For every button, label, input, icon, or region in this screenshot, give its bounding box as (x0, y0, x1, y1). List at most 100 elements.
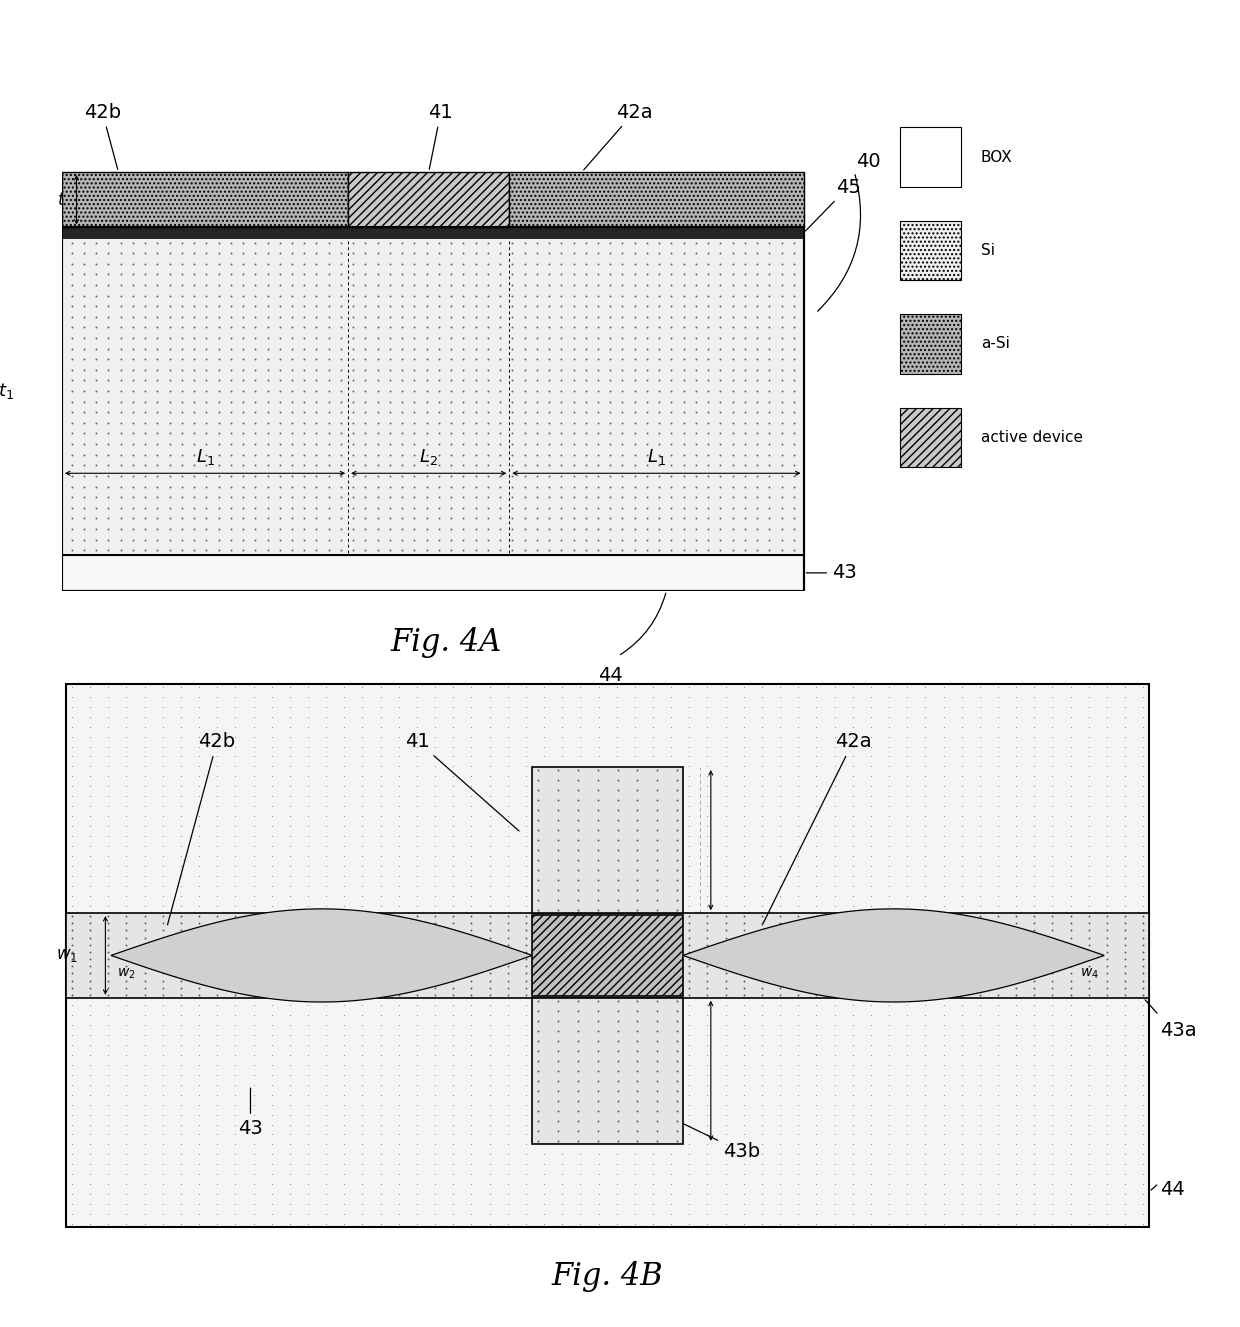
Point (625, 253, 645, 275)
Point (534, 905, 554, 926)
Point (970, 1184, 990, 1205)
Point (771, 413, 791, 434)
Point (81, 1084, 100, 1105)
Point (825, 1074, 844, 1095)
Point (680, 796, 699, 817)
Point (262, 706, 281, 727)
Point (480, 1144, 500, 1165)
Point (570, 1124, 590, 1145)
Point (262, 916, 281, 937)
Point (528, 1100, 548, 1121)
Point (356, 498, 376, 519)
Point (644, 1133, 663, 1154)
Point (734, 934, 754, 955)
Point (1133, 1024, 1153, 1046)
Point (81, 1093, 100, 1115)
Point (647, 1120, 667, 1141)
Point (1024, 1204, 1044, 1225)
Point (185, 487, 205, 508)
Point (480, 1184, 500, 1205)
Point (190, 825, 210, 847)
Point (673, 338, 693, 360)
Point (368, 487, 388, 508)
Point (516, 1044, 536, 1066)
Point (934, 726, 954, 747)
Point (789, 1074, 808, 1095)
Point (625, 296, 645, 317)
Point (153, 1113, 172, 1135)
Point (770, 876, 790, 897)
Point (371, 1153, 391, 1174)
Point (172, 529, 192, 551)
Point (461, 1153, 481, 1174)
Point (843, 1054, 863, 1075)
Point (667, 770, 687, 791)
Point (1043, 916, 1063, 937)
Point (233, 466, 253, 487)
Point (502, 455, 522, 476)
Point (516, 677, 536, 698)
Point (352, 1153, 372, 1174)
Point (258, 338, 278, 360)
Point (243, 896, 263, 917)
Point (352, 913, 372, 934)
Point (734, 1164, 754, 1185)
Point (784, 402, 804, 423)
Point (306, 519, 326, 540)
Point (734, 1213, 754, 1234)
Point (988, 926, 1008, 947)
Point (1043, 936, 1063, 957)
Point (233, 232, 253, 253)
Point (379, 455, 399, 476)
Point (516, 1084, 536, 1105)
Point (770, 1173, 790, 1194)
Point (625, 264, 645, 285)
Point (497, 941, 517, 962)
Point (1060, 876, 1080, 897)
Point (988, 865, 1008, 886)
Point (135, 413, 155, 434)
Point (407, 1173, 427, 1194)
Point (98, 381, 118, 402)
Point (588, 476, 608, 498)
Point (988, 955, 1008, 977)
Point (861, 1044, 880, 1066)
Point (770, 954, 790, 975)
Point (915, 766, 935, 787)
Point (1133, 1133, 1153, 1154)
Point (1006, 1153, 1025, 1174)
Point (389, 1064, 409, 1085)
Point (715, 977, 735, 998)
Point (281, 360, 301, 381)
Point (294, 296, 314, 317)
Point (608, 900, 627, 921)
Point (497, 876, 517, 897)
Point (686, 487, 706, 508)
Point (1024, 925, 1044, 946)
Point (135, 926, 155, 947)
Point (570, 1034, 590, 1055)
Point (62, 1074, 82, 1095)
Point (723, 381, 743, 402)
Point (270, 391, 290, 413)
Point (552, 264, 572, 285)
Point (715, 677, 735, 698)
Point (606, 954, 626, 975)
Point (81, 686, 100, 707)
Point (625, 985, 645, 1006)
Point (647, 1050, 667, 1071)
Point (497, 796, 517, 817)
Point (480, 677, 500, 698)
Point (988, 1024, 1008, 1046)
Point (335, 1113, 355, 1135)
Point (970, 805, 990, 827)
Point (644, 706, 663, 727)
Point (552, 896, 572, 917)
Point (233, 487, 253, 508)
Point (970, 934, 990, 955)
Point (825, 1193, 844, 1214)
Point (98, 934, 118, 955)
Point (208, 476, 228, 498)
Point (575, 466, 595, 487)
Point (392, 455, 412, 476)
